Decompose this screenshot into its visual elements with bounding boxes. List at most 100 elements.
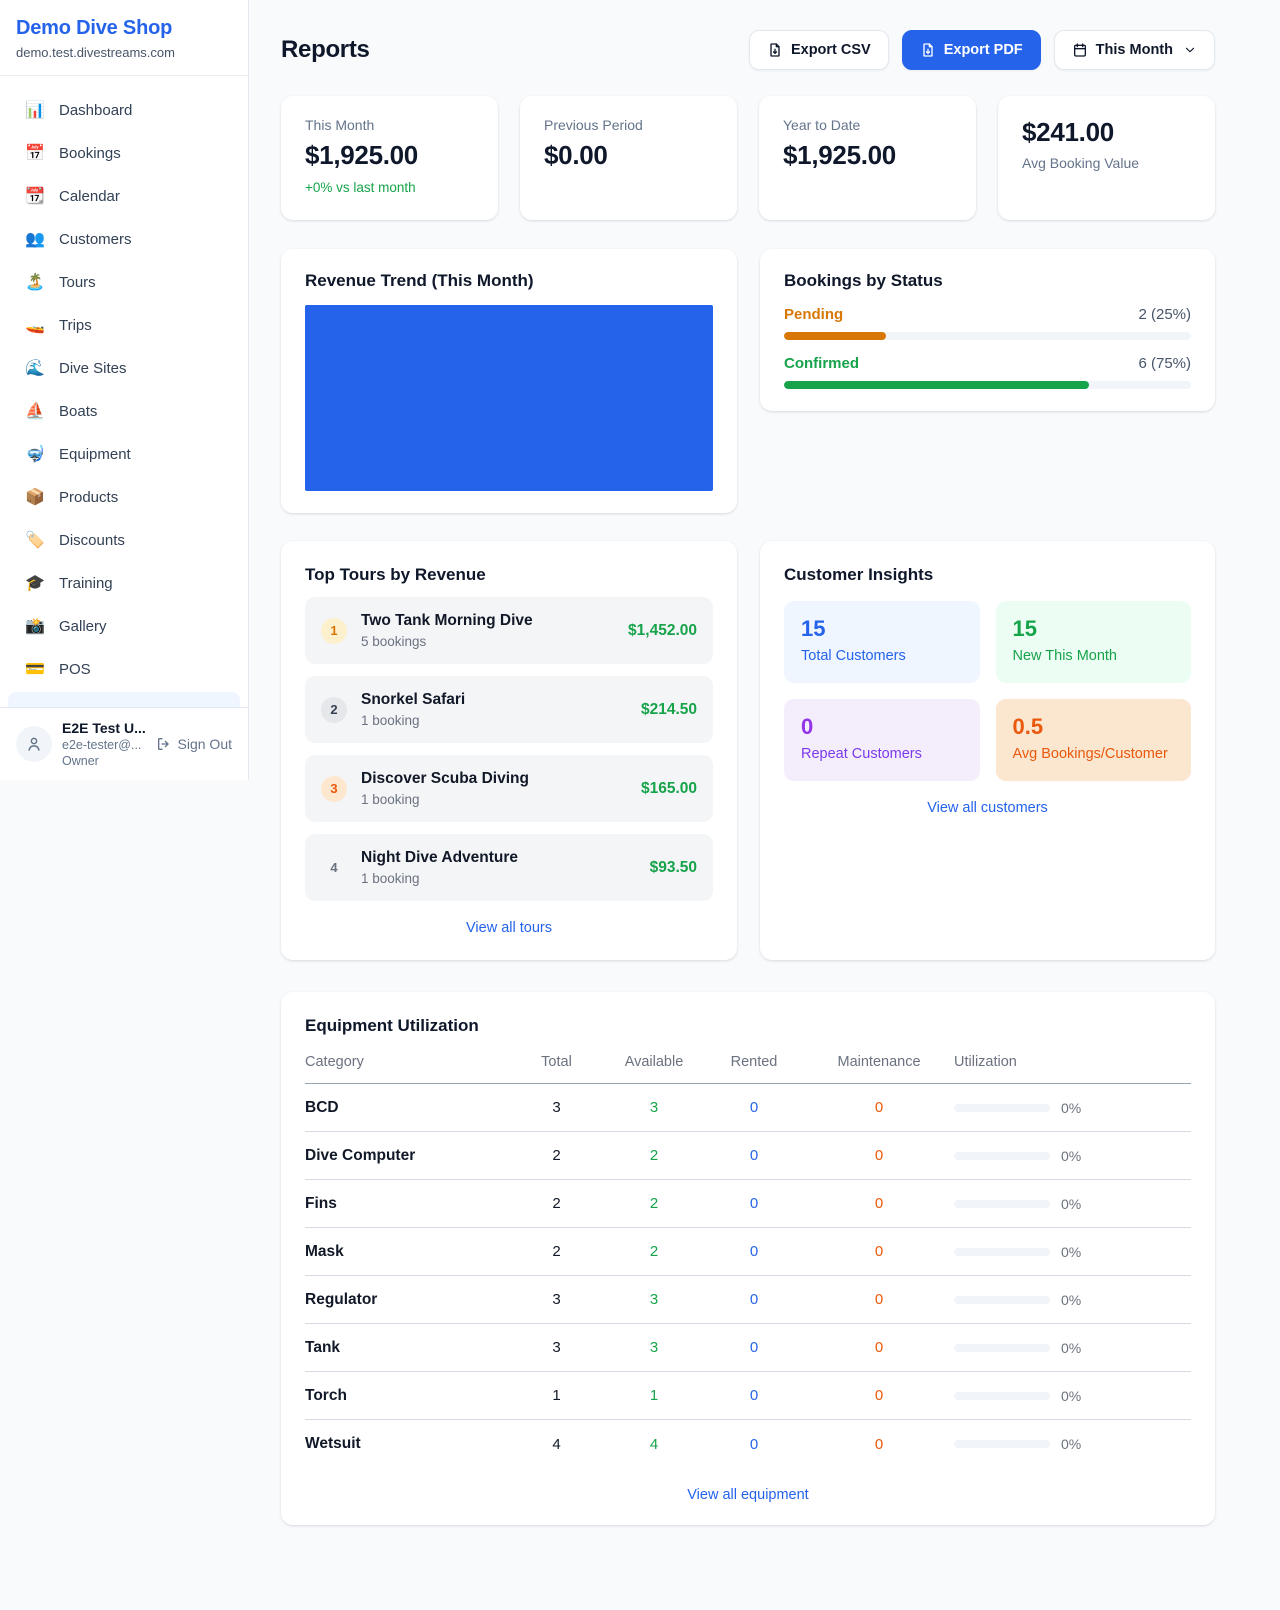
sidebar-item-label: Customers [59, 230, 132, 248]
total-cell: 1 [552, 1387, 561, 1404]
utilization-bar [954, 1103, 1050, 1112]
utilization-percent: 0% [1061, 1147, 1082, 1164]
utilization-bar [954, 1391, 1050, 1400]
logout-icon [156, 736, 172, 752]
sidebar-item-products[interactable]: 📦 Products [8, 477, 240, 517]
sidebar-item-discounts[interactable]: 🏷️ Discounts [8, 520, 240, 560]
rented-cell: 0 [749, 1195, 759, 1212]
shop-domain: demo.test.divestreams.com [16, 45, 175, 60]
period-select[interactable]: This Month [1053, 30, 1215, 70]
export-pdf-label: Export PDF [943, 42, 1023, 58]
sidebar-item-calendar[interactable]: 📆 Calendar [8, 176, 240, 216]
people-icon: 👥 [25, 231, 45, 248]
equipment-utilization-card: Equipment Utilization Category Total Ava… [281, 992, 1215, 1525]
revenue-trend-title: Revenue Trend (This Month) [305, 271, 534, 290]
sidebar-item-customers[interactable]: 👥 Customers [8, 219, 240, 259]
sidebar-item-tours[interactable]: 🏝️ Tours [8, 262, 240, 302]
stat-value: $1,925.00 [305, 140, 418, 170]
charts-row: Revenue Trend (This Month) Bookings by S… [281, 249, 1215, 513]
sidebar-item-bookings[interactable]: 📅 Bookings [8, 133, 240, 173]
stat-label: Previous Period [544, 117, 643, 133]
tour-bookings: 1 booking [361, 871, 420, 886]
rented-cell: 0 [749, 1243, 759, 1260]
category-cell: BCD [305, 1098, 339, 1116]
status-label: Pending [784, 306, 844, 323]
export-csv-button[interactable]: Export CSV [748, 30, 889, 70]
tile-value: 15 [1012, 616, 1037, 641]
sidebar-nav: 📊 Dashboard 📅 Bookings 📆 Calendar 👥 Cust… [0, 76, 248, 707]
person-icon [25, 735, 43, 753]
total-cell: 4 [552, 1435, 561, 1453]
sidebar-item-boats[interactable]: ⛵ Boats [8, 391, 240, 431]
tour-row: 2 Snorkel Safari 1 booking $214.50 [305, 676, 713, 743]
available-cell: 4 [649, 1435, 659, 1453]
utilization-percent: 0% [1061, 1436, 1082, 1452]
maintenance-cell: 0 [874, 1435, 884, 1453]
view-all-tours-link[interactable]: View all tours [466, 920, 552, 936]
main-content: Reports Export CSV Export PDF [249, 0, 1280, 1525]
table-row: Wetsuit 4 4 0 0 0% [305, 1420, 1191, 1468]
sign-out-label: Sign Out [177, 736, 232, 752]
status-progress-fill [784, 332, 886, 340]
status-progress-fill [784, 381, 1090, 389]
camera-icon: 📸 [25, 618, 45, 635]
total-cell: 3 [552, 1099, 561, 1116]
sidebar-item-trips[interactable]: 🚤 Trips [8, 305, 240, 345]
maintenance-cell: 0 [874, 1147, 884, 1164]
sidebar-item-training[interactable]: 🎓 Training [8, 563, 240, 603]
sidebar-item-dashboard[interactable]: 📊 Dashboard [8, 90, 240, 130]
sidebar-item-pos[interactable]: 💳 POS [8, 649, 240, 689]
tour-row: 1 Two Tank Morning Dive 5 bookings $1,45… [305, 597, 713, 664]
sidebar-user-footer: E2E Test U... e2e-tester@... Owner Sign … [0, 707, 248, 780]
sidebar-item-label: Bookings [59, 144, 121, 162]
bookings-by-status-title: Bookings by Status [784, 271, 943, 290]
view-all-equipment-link[interactable]: View all equipment [687, 1487, 809, 1503]
stat-value: $241.00 [1022, 117, 1114, 147]
user-email: e2e-tester@... [62, 738, 142, 752]
revenue-trend-chart-bar [305, 305, 713, 491]
sidebar-item-label: Calendar [59, 187, 120, 205]
utilization-percent: 0% [1061, 1195, 1082, 1212]
sidebar-item-dive-sites[interactable]: 🌊 Dive Sites [8, 348, 240, 388]
tour-row: 4 Night Dive Adventure 1 booking $93.50 [305, 834, 713, 901]
tour-bookings: 1 booking [361, 713, 420, 728]
table-header: Category Total Available Rented Maintena… [305, 1054, 1191, 1084]
tile-value: 15 [801, 616, 826, 641]
stat-card-year-to-date: Year to Date $1,925.00 [759, 96, 976, 220]
sidebar-item-label: Equipment [59, 445, 131, 463]
sidebar-item-gallery[interactable]: 📸 Gallery [8, 606, 240, 646]
tour-revenue: $1,452.00 [628, 621, 697, 639]
maintenance-cell: 0 [874, 1339, 884, 1356]
file-download-icon [920, 42, 936, 58]
maintenance-cell: 0 [874, 1291, 884, 1308]
period-label: This Month [1095, 42, 1173, 58]
column-header-utilization: Utilization [954, 1054, 1017, 1070]
file-download-icon [767, 42, 783, 58]
view-all-customers-link[interactable]: View all customers [927, 800, 1048, 816]
sidebar-item-reports-partial[interactable] [8, 692, 240, 707]
credit-card-icon: 💳 [25, 661, 45, 678]
sidebar-header: Demo Dive Shop demo.test.divestreams.com [0, 0, 248, 76]
status-value: 6 (75%) [1138, 355, 1191, 372]
utilization-percent: 0% [1061, 1243, 1082, 1260]
table-row: Mask 2 2 0 0 0% [305, 1228, 1191, 1276]
sign-out-button[interactable]: Sign Out [156, 736, 232, 752]
rented-cell: 0 [749, 1147, 759, 1164]
column-header-rented: Rented [730, 1054, 778, 1070]
stat-label: Avg Booking Value [1022, 155, 1140, 171]
export-pdf-button[interactable]: Export PDF [901, 30, 1041, 70]
sidebar-item-label: Boats [59, 402, 98, 420]
tour-name: Two Tank Morning Dive [361, 612, 533, 629]
available-cell: 1 [649, 1387, 659, 1404]
sidebar-item-label: Discounts [59, 531, 125, 549]
export-csv-label: Export CSV [790, 42, 871, 58]
top-tours-card: Top Tours by Revenue 1 Two Tank Morning … [281, 541, 737, 960]
rented-cell: 0 [749, 1435, 759, 1453]
customer-insights-title: Customer Insights [784, 565, 934, 584]
sidebar-item-equipment[interactable]: 🤿 Equipment [8, 434, 240, 474]
sidebar-item-label: Trips [59, 316, 92, 334]
page-header: Reports Export CSV Export PDF [281, 30, 1215, 70]
table-row: Dive Computer 2 2 0 0 0% [305, 1132, 1191, 1180]
table-row: Regulator 3 3 0 0 0% [305, 1276, 1191, 1324]
maintenance-cell: 0 [874, 1387, 884, 1404]
